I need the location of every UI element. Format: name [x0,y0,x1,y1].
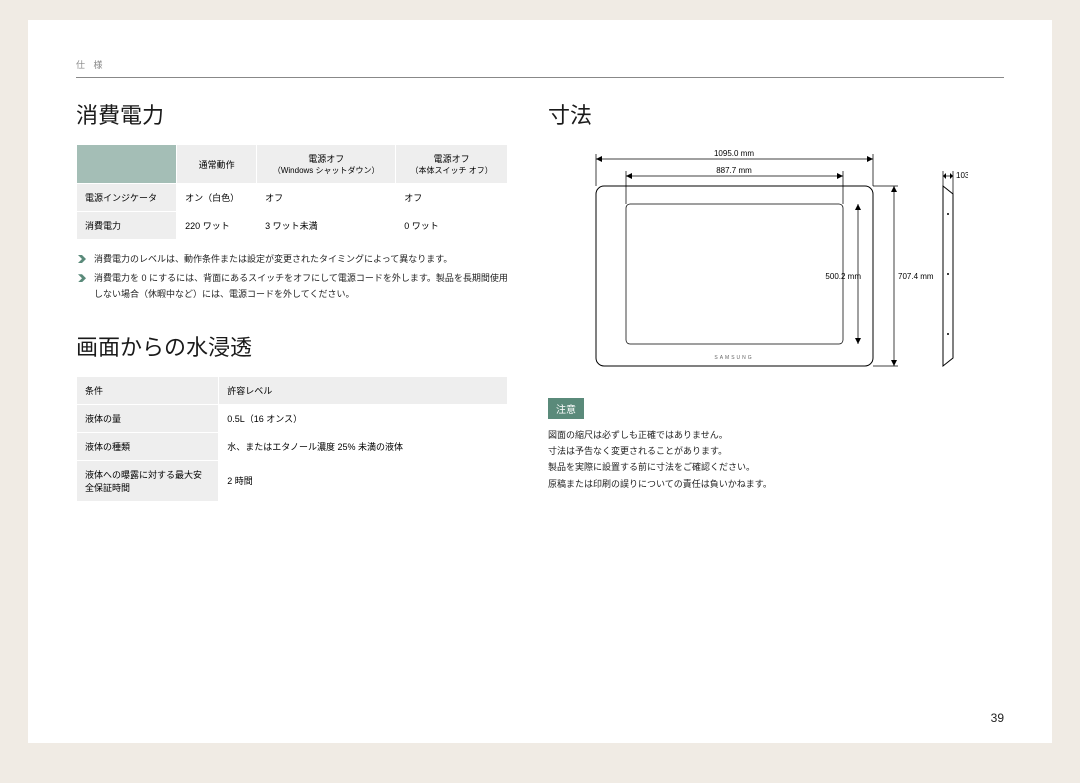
caution-line: 図面の縮尺は必ずしも正確ではありません。 [548,427,1004,443]
table-row-label: 液体への曝露に対する最大安全保証時間 [77,460,219,501]
page: 仕 様 消費電力 通常動作 電源オフ （Windows シャットダウン） 電源オ… [28,20,1052,743]
right-column: 寸法 1095.0 mm 887.7 mm [548,98,1004,502]
section-title-dimensions: 寸法 [548,98,1004,130]
table-header: 許容レベル [219,376,508,404]
caution-line: 製品を実際に設置する前に寸法をご確認ください。 [548,459,1004,475]
table-cell: 2 時間 [219,460,508,501]
dim-width-label: 1095.0 mm [714,149,754,158]
table-row: 液体の量 0.5L（16 オンス） [77,404,508,432]
note-item: 消費電力を 0 にするには、背面にあるスイッチをオフにして電源コードを外します。… [76,271,508,302]
table-header-row: 通常動作 電源オフ （Windows シャットダウン） 電源オフ （本体スイッチ… [77,145,508,184]
power-table: 通常動作 電源オフ （Windows シャットダウン） 電源オフ （本体スイッチ… [76,144,508,240]
table-cell: 水、またはエタノール濃度 25% 未満の液体 [219,432,508,460]
table-cell: 3 ワット未満 [257,212,396,240]
table-header-row: 条件 許容レベル [77,376,508,404]
caution-badge: 注意 [548,398,584,419]
caution-line: 寸法は予告なく変更されることがあります。 [548,443,1004,459]
power-notes: 消費電力のレベルは、動作条件または設定が変更されたタイミングによって異なります。… [76,252,508,302]
header-section-label: 仕 様 [76,58,1004,71]
dimension-diagram: 1095.0 mm 887.7 mm SAMSUNG [548,144,1004,374]
table-cell: オン（白色） [177,184,257,212]
two-column-layout: 消費電力 通常動作 電源オフ （Windows シャットダウン） 電源オフ （本… [76,98,1004,502]
table-row: 電源インジケータ オン（白色） オフ オフ [77,184,508,212]
table-row: 液体への曝露に対する最大安全保証時間 2 時間 [77,460,508,501]
table-cell: 0 ワット [396,212,508,240]
table-row: 消費電力 220 ワット 3 ワット未満 0 ワット [77,212,508,240]
table-header: 条件 [77,376,219,404]
header-rule [76,77,1004,78]
table-cell: 0.5L（16 オンス） [219,404,508,432]
table-header: 電源オフ （Windows シャットダウン） [257,145,396,184]
brand-label: SAMSUNG [714,355,753,361]
note-item: 消費電力のレベルは、動作条件または設定が変更されたタイミングによって異なります。 [76,252,508,267]
section-title-water: 画面からの水浸透 [76,330,508,362]
caution-line: 原稿または印刷の誤りについての責任は負いかねます。 [548,476,1004,492]
table-cell: オフ [396,184,508,212]
table-cell: 220 ワット [177,212,257,240]
table-header-blank [77,145,177,184]
table-header: 電源オフ （本体スイッチ オフ） [396,145,508,184]
table-row-label: 消費電力 [77,212,177,240]
dim-height-inner-label: 500.2 mm [825,272,861,281]
table-row-label: 液体の種類 [77,432,219,460]
table-row: 液体の種類 水、またはエタノール濃度 25% 未満の液体 [77,432,508,460]
left-column: 消費電力 通常動作 電源オフ （Windows シャットダウン） 電源オフ （本… [76,98,508,502]
page-number: 39 [991,711,1004,725]
caution-text: 図面の縮尺は必ずしも正確ではありません。 寸法は予告なく変更されることがあります… [548,427,1004,492]
table-row-label: 液体の量 [77,404,219,432]
water-table: 条件 許容レベル 液体の量 0.5L（16 オンス） 液体の種類 水、またはエタ… [76,376,508,502]
table-header: 通常動作 [177,145,257,184]
dim-width-inner-label: 887.7 mm [716,166,752,175]
dim-depth-label: 103.0 mm [956,171,968,180]
dim-height-label: 707.4 mm [898,272,934,281]
table-cell: オフ [257,184,396,212]
section-title-power: 消費電力 [76,98,508,130]
table-row-label: 電源インジケータ [77,184,177,212]
